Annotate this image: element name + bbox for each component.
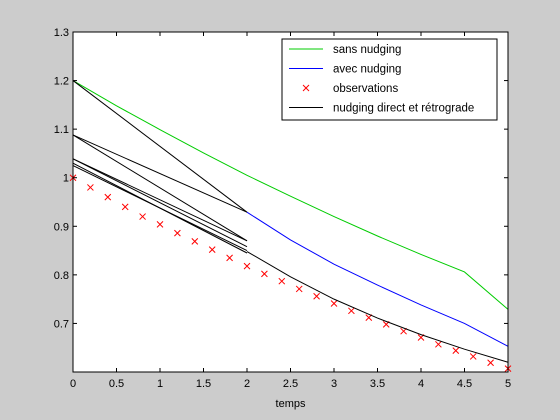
observation-point bbox=[104, 193, 112, 201]
observation-marker bbox=[452, 347, 460, 354]
observation-point bbox=[174, 229, 181, 237]
observation-point bbox=[278, 277, 286, 285]
observation-point bbox=[313, 292, 320, 300]
observation-marker bbox=[191, 237, 199, 245]
observation-point bbox=[121, 203, 129, 211]
legend-marker bbox=[302, 84, 310, 92]
x-tick-label: 3.5 bbox=[370, 378, 385, 390]
x-tick-label: 2 bbox=[244, 378, 250, 390]
observation-marker bbox=[469, 353, 477, 360]
observation-marker bbox=[348, 307, 355, 315]
y-tick-label: 0.9 bbox=[54, 221, 69, 233]
observation-marker bbox=[174, 229, 181, 237]
series-line-sans-nudging bbox=[72, 80, 509, 310]
observation-point bbox=[330, 300, 338, 307]
observation-marker bbox=[87, 184, 94, 191]
observation-marker bbox=[313, 292, 320, 300]
observation-point bbox=[295, 285, 303, 293]
x-tick-label: 4 bbox=[418, 378, 424, 390]
observation-point bbox=[348, 307, 355, 315]
series-line-nudging-direct-et-retrograde bbox=[72, 158, 248, 242]
series-line-nudging-direct-et-retrograde bbox=[72, 165, 248, 252]
observation-point bbox=[469, 353, 477, 360]
y-tick-label: 0.7 bbox=[54, 318, 69, 330]
legend-box bbox=[281, 38, 498, 121]
legend-marker-x bbox=[302, 84, 310, 92]
observation-point bbox=[261, 270, 268, 278]
x-tick-label: 0 bbox=[70, 378, 76, 390]
observation-point bbox=[156, 220, 164, 228]
series-line-nudging-direct-et-retrograde bbox=[72, 158, 248, 248]
legend-label: nudging direct et rétrograde bbox=[333, 103, 474, 115]
series-line-nudging-direct-et-retrograde bbox=[72, 134, 248, 242]
x-tick-label: 4.5 bbox=[457, 378, 472, 390]
observation-marker bbox=[208, 246, 216, 253]
x-tick-label: 3 bbox=[331, 378, 337, 390]
x-tick-label: 2.5 bbox=[283, 378, 298, 390]
observation-point bbox=[452, 347, 460, 354]
observation-marker bbox=[487, 359, 494, 367]
observation-marker bbox=[121, 203, 129, 211]
legend-label: avec nudging bbox=[333, 64, 401, 76]
observation-marker bbox=[156, 220, 164, 228]
y-tick-label: 1.2 bbox=[54, 76, 69, 88]
observation-point bbox=[226, 254, 233, 262]
observation-marker bbox=[435, 340, 442, 348]
x-axis-ticks: 0 0.5 1 1.5 2 2.5 3 3.5 4 4.5 5 bbox=[70, 32, 511, 390]
observation-point bbox=[87, 184, 94, 191]
series-layer bbox=[69, 80, 512, 372]
observation-point bbox=[191, 237, 199, 245]
legend-label: sans nudging bbox=[333, 44, 401, 56]
x-axis-label: temps bbox=[276, 398, 306, 410]
x-tick-label: 1 bbox=[157, 378, 163, 390]
series-line-nudging-direct-et-retrograde bbox=[246, 251, 509, 363]
observation-point bbox=[487, 359, 494, 367]
observation-marker bbox=[226, 254, 233, 262]
series-line-avec-nudging bbox=[246, 211, 509, 347]
x-tick-label: 0.5 bbox=[109, 378, 124, 390]
observation-point bbox=[208, 246, 216, 253]
observation-marker bbox=[278, 277, 286, 285]
series-line-nudging-direct-et-retrograde bbox=[72, 134, 248, 213]
observation-marker bbox=[295, 285, 303, 293]
observation-marker bbox=[261, 270, 268, 278]
y-tick-label: 1.3 bbox=[54, 27, 69, 39]
observation-point bbox=[243, 262, 251, 270]
y-tick-label: 1.1 bbox=[54, 124, 69, 136]
observation-marker bbox=[139, 213, 146, 220]
observation-marker bbox=[104, 193, 112, 201]
y-tick-label: 1 bbox=[63, 173, 69, 185]
series-line-nudging-direct-et-retrograde bbox=[72, 80, 248, 213]
observation-point bbox=[139, 213, 146, 220]
x-tick-label: 5 bbox=[505, 378, 511, 390]
legend: sans nudging avec nudging observations nudg… bbox=[281, 38, 498, 121]
legend-label: observations bbox=[333, 83, 398, 95]
observation-marker bbox=[243, 262, 251, 270]
y-tick-label: 0.8 bbox=[54, 270, 69, 282]
y-axis-ticks: 0.7 0.8 0.9 1 1.1 1.2 1.3 bbox=[54, 27, 508, 330]
x-tick-label: 1.5 bbox=[196, 378, 211, 390]
observation-marker bbox=[330, 300, 338, 307]
observation-point bbox=[435, 340, 442, 348]
